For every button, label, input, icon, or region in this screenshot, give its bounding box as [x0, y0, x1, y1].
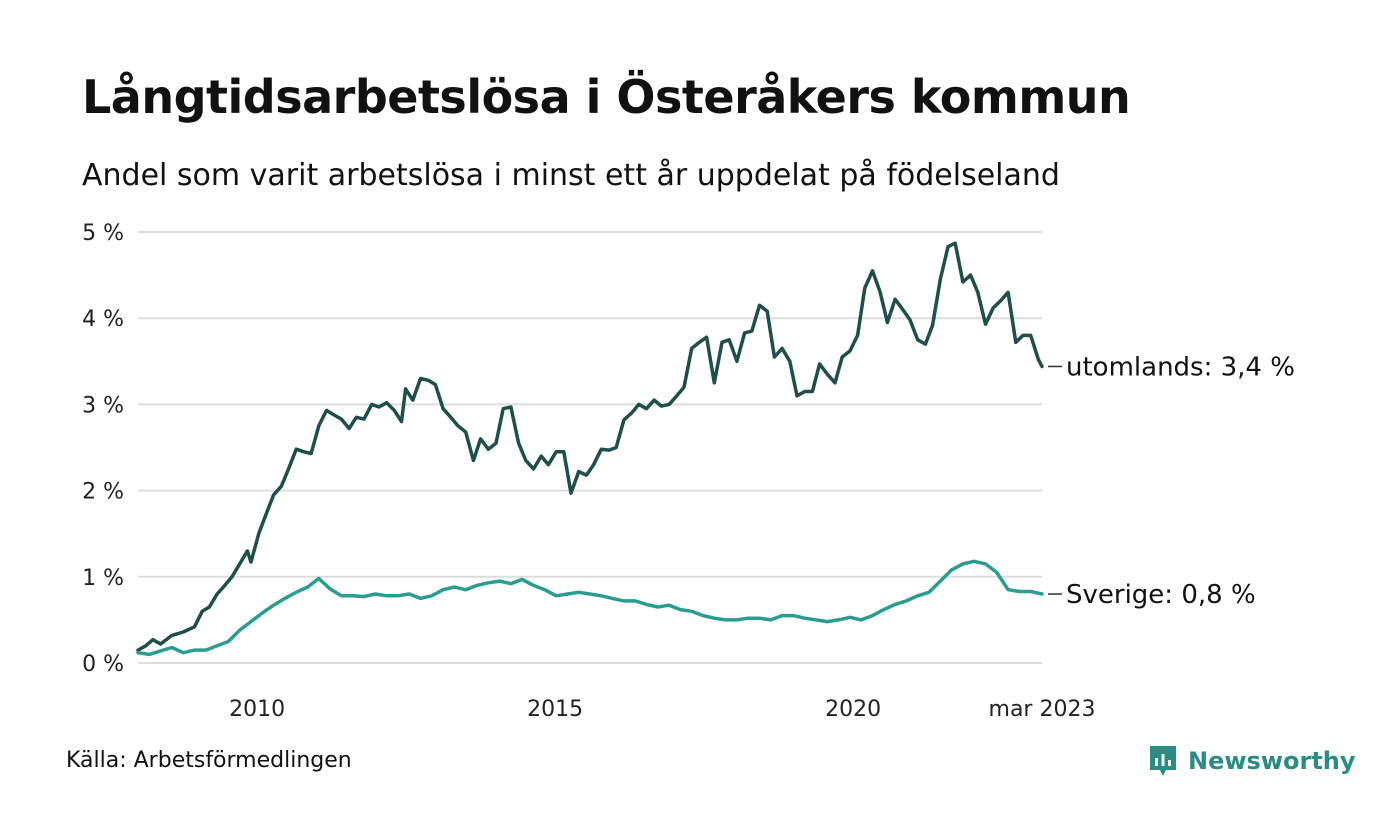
y-axis-ticks: 0 % 1 % 2 % 3 % 4 % 5 %: [82, 221, 124, 677]
source-note: Källa: Arbetsförmedlingen: [66, 748, 352, 773]
series-line-utomlands: [136, 241, 1044, 652]
end-label-utomlands: utomlands: 3,4 %: [1066, 352, 1295, 382]
y-tick-label: 1 %: [82, 566, 124, 591]
end-labels: utomlands: 3,4 % Sverige: 0,8 %: [1048, 352, 1295, 610]
grid-lines: [138, 231, 1042, 664]
y-tick-label: 5 %: [82, 221, 124, 246]
x-tick-label: 2020: [825, 697, 881, 722]
series-lines: [136, 241, 1044, 657]
x-tick-label: mar 2023: [989, 697, 1096, 722]
newsworthy-logo-icon: [1150, 746, 1176, 776]
series-line-sverige: [136, 559, 1044, 657]
x-axis-ticks: 2010 2015 2020 mar 2023: [229, 697, 1095, 722]
y-tick-label: 4 %: [82, 307, 124, 332]
brand-name: Newsworthy: [1188, 747, 1356, 775]
y-tick-label: 0 %: [82, 652, 124, 677]
y-tick-label: 3 %: [82, 393, 124, 418]
brand-logo: Newsworthy: [1148, 744, 1356, 778]
y-tick-label: 2 %: [82, 480, 124, 505]
x-tick-label: 2010: [229, 697, 285, 722]
chart-title: Långtidsarbetslösa i Österåkers kommun: [82, 70, 1131, 124]
end-label-sverige: Sverige: 0,8 %: [1066, 580, 1256, 610]
x-tick-label: 2015: [527, 697, 583, 722]
chart-subtitle: Andel som varit arbetslösa i minst ett å…: [82, 158, 1060, 193]
